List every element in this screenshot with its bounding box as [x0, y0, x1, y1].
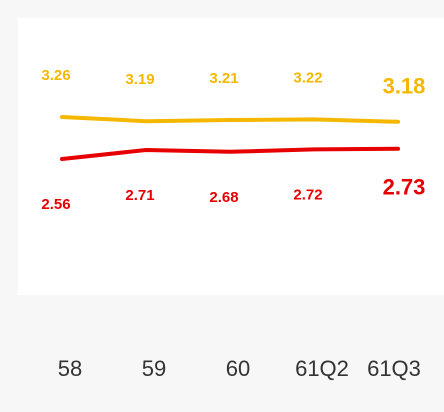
x-tick-label: 60 — [226, 356, 250, 381]
data-label: 2.73 — [383, 175, 426, 200]
x-tick-label: 59 — [142, 356, 166, 381]
data-label: 2.56 — [41, 196, 70, 213]
series-line — [60, 115, 400, 124]
x-tick-label: 61Q2 — [295, 356, 349, 381]
data-label: 2.71 — [125, 187, 154, 204]
data-label: 3.19 — [125, 71, 154, 88]
data-label: 2.68 — [209, 189, 238, 206]
series-line — [60, 146, 400, 161]
x-tick-label: 61Q3 — [367, 356, 421, 381]
data-label: 3.22 — [293, 69, 322, 86]
data-label: 2.72 — [293, 186, 322, 203]
data-label: 3.21 — [209, 70, 238, 87]
x-tick-label: 58 — [58, 356, 82, 381]
data-label: 3.18 — [383, 74, 426, 99]
data-label: 3.26 — [41, 67, 70, 84]
